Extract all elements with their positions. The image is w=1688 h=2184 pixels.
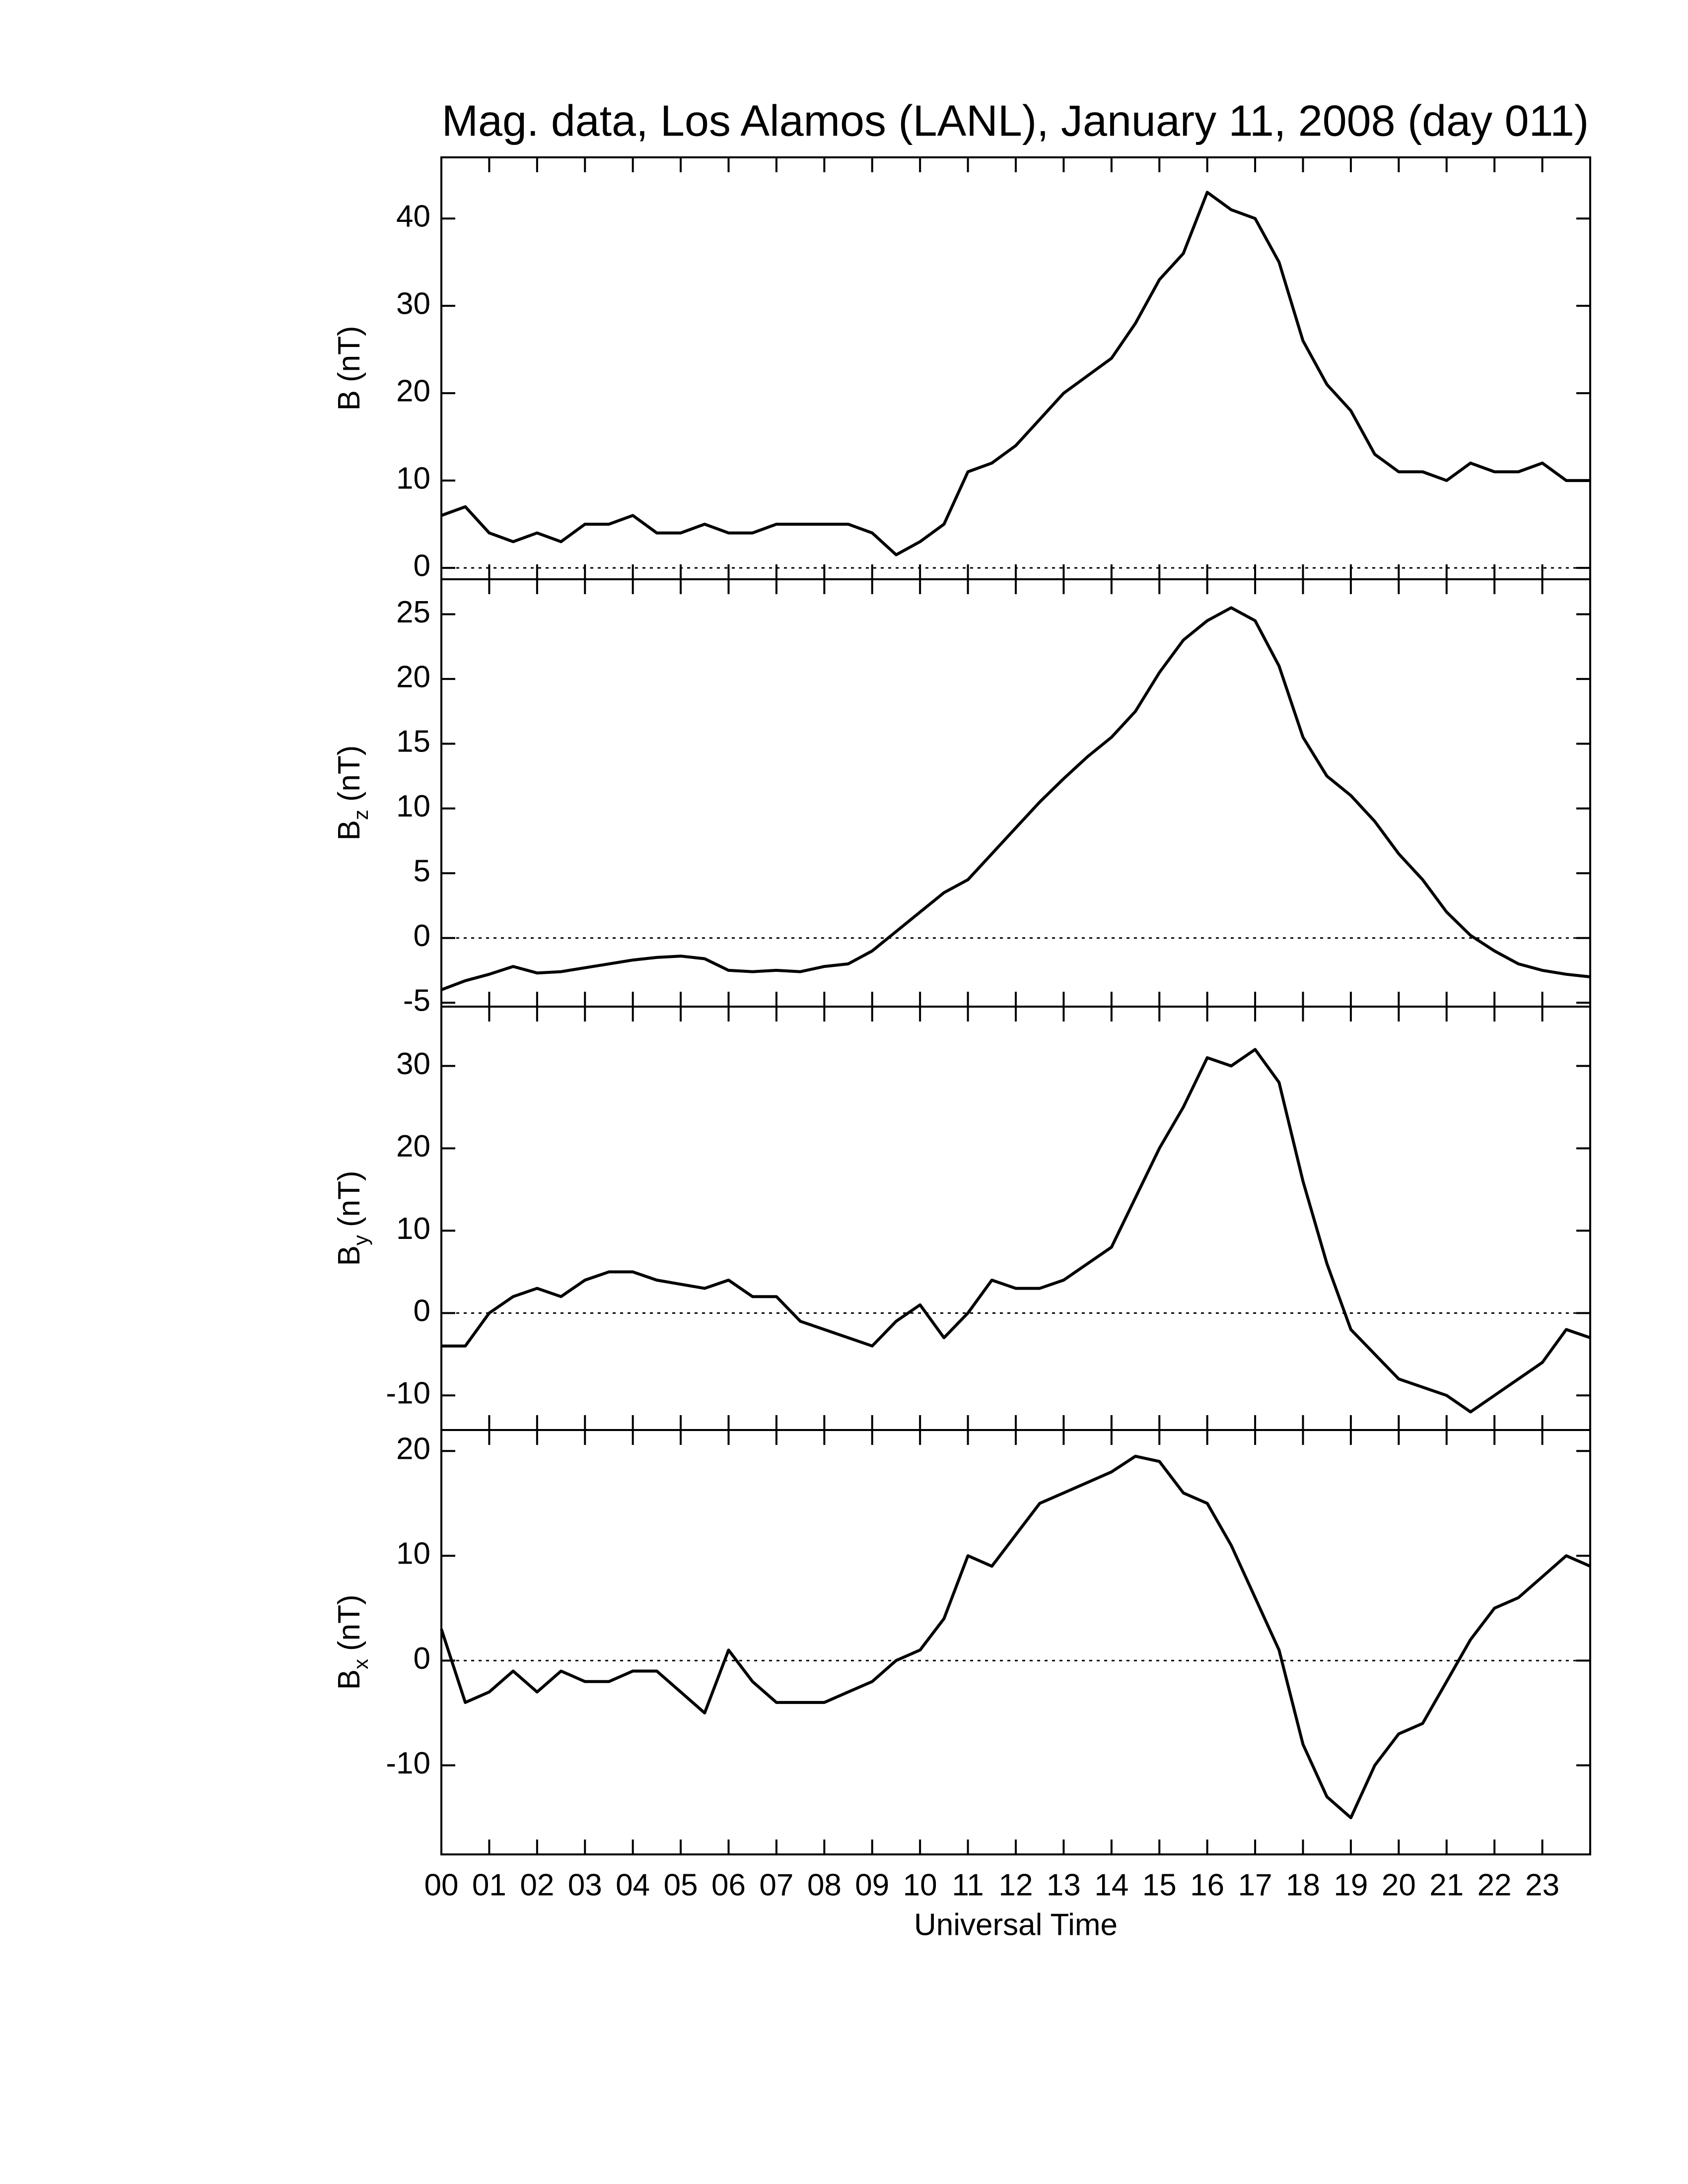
x-axis-label: Universal Time [914, 1908, 1118, 1942]
y-tick-label: 0 [414, 548, 430, 583]
y-label-base: B [332, 820, 366, 840]
y-label-unit: (nT) [332, 1594, 366, 1651]
y-tick-label: 15 [396, 725, 430, 759]
data-line [440, 606, 1591, 991]
y-axis-label: By (nT) [332, 1170, 372, 1266]
y-tick-label: 30 [396, 1047, 430, 1081]
y-label-sub: z [349, 810, 372, 820]
x-tick-label: 07 [759, 1868, 793, 1902]
x-tick-label: 10 [903, 1868, 937, 1902]
y-tick-label: 25 [396, 595, 430, 629]
y-label-unit: (nT) [332, 1170, 366, 1227]
x-tick-label: 11 [952, 1868, 984, 1902]
y-tick-label: -10 [386, 1376, 430, 1411]
data-line [441, 1048, 1591, 1414]
x-tick-label: 03 [568, 1868, 602, 1902]
x-tick-label: 09 [855, 1868, 889, 1902]
plot-frame [440, 1006, 1591, 1431]
x-tick-label: 00 [424, 1868, 459, 1902]
y-label-unit: (nT) [332, 745, 366, 802]
x-tick-label: 02 [520, 1868, 554, 1902]
x-tick-label: 12 [999, 1868, 1033, 1902]
y-axis-label: Bz (nT) [332, 745, 372, 840]
x-tick-label: 19 [1334, 1868, 1368, 1902]
y-tick-label: 10 [396, 1212, 430, 1246]
x-tick-label: 22 [1477, 1868, 1512, 1902]
plot-frame [440, 578, 1591, 1008]
y-tick-label: 0 [414, 1641, 430, 1676]
y-label-base: B [332, 1669, 366, 1690]
y-axis-label: Bx (nT) [332, 1594, 372, 1690]
y-tick-label: 20 [396, 1129, 430, 1163]
y-tick-label: 40 [396, 200, 430, 234]
y-label-sub: y [349, 1235, 372, 1245]
x-tick-label: 14 [1094, 1868, 1128, 1902]
y-label-unit: (nT) [332, 326, 366, 382]
data-line [440, 1454, 1591, 1820]
x-tick-label: 16 [1190, 1868, 1224, 1902]
plot-frame [440, 1429, 1591, 1855]
y-axis-label: B (nT) [332, 326, 366, 410]
x-tick-label: 17 [1238, 1868, 1272, 1902]
y-tick-label: 30 [396, 287, 430, 321]
x-tick-label: 18 [1286, 1868, 1320, 1902]
x-tick-label: 23 [1525, 1868, 1559, 1902]
chart-title: Mag. data, Los Alamos (LANL), January 11… [442, 96, 1589, 145]
x-tick-label: 06 [711, 1868, 746, 1902]
y-tick-label: -10 [386, 1746, 430, 1780]
x-tick-label: 08 [807, 1868, 842, 1902]
y-tick-label: 20 [396, 374, 430, 409]
y-label-sub: x [349, 1659, 372, 1669]
y-tick-label: 10 [396, 789, 430, 823]
x-tick-label: 20 [1382, 1868, 1416, 1902]
x-tick-label: 05 [664, 1868, 698, 1902]
y-tick-label: 0 [414, 1294, 430, 1328]
y-tick-label: 10 [396, 1537, 430, 1571]
x-tick-label: 15 [1142, 1868, 1177, 1902]
x-tick-label: 01 [472, 1868, 506, 1902]
y-label-base: B [332, 1245, 366, 1266]
y-label-base: B [332, 390, 366, 410]
data-line [440, 191, 1590, 556]
y-tick-label: 20 [396, 1432, 430, 1466]
y-tick-label: 5 [414, 854, 430, 888]
y-tick-label: 0 [414, 919, 430, 953]
x-tick-label: 13 [1047, 1868, 1081, 1902]
y-tick-label: 10 [396, 462, 430, 496]
x-tick-label: 04 [616, 1868, 650, 1902]
x-tick-label: 21 [1429, 1868, 1464, 1902]
plot-frame [440, 156, 1591, 580]
y-tick-label: 20 [396, 660, 430, 694]
y-tick-label: -5 [403, 984, 430, 1018]
